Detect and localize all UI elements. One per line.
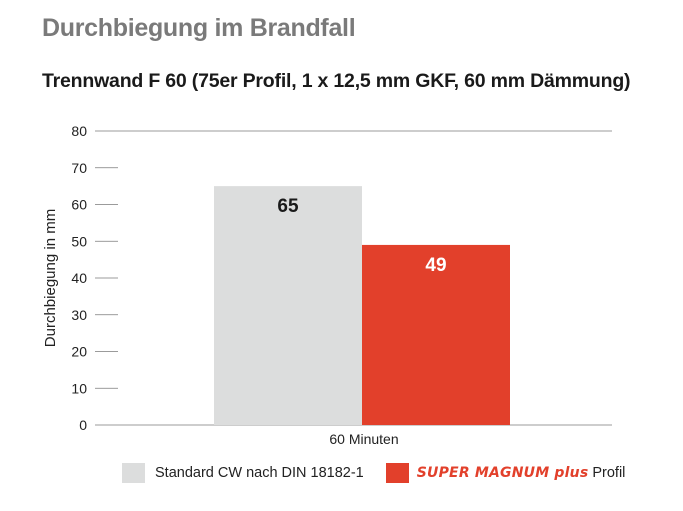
y-tick-label-70: 70 [71,160,87,176]
legend: Standard CW nach DIN 18182-1 SUPER MAGNU… [122,462,647,484]
y-tick-label-80: 80 [71,123,87,139]
legend-item-magnum: SUPER MAGNUM plus Profil [385,463,626,483]
legend-swatch-magnum [385,463,409,483]
y-tick-label-60: 60 [71,197,87,213]
legend-label-magnum: Profil [592,465,626,481]
y-tick-label-40: 40 [71,270,87,286]
chart-subtitle: Trennwand F 60 (75er Profil, 1 x 12,5 mm… [42,70,631,92]
y-tick-label-0: 0 [79,417,87,433]
bar-value-label-magnum: 49 [425,255,446,276]
y-axis-title: Durchbiegung in mm [42,209,59,347]
bars [214,186,510,425]
y-tick-label-10: 10 [71,380,87,396]
y-tick-label-20: 20 [71,344,87,360]
legend-item-standard: Standard CW nach DIN 18182-1 [122,463,364,483]
y-tick-label-30: 30 [71,307,87,323]
chart-title: Durchbiegung im Brandfall [42,14,356,42]
legend-brand-magnum: SUPER MAGNUM plus [416,465,589,481]
bar-value-labels: 65 49 [277,196,446,276]
legend-label-standard: Standard CW nach DIN 18182-1 [155,465,364,481]
bar-chart: 0 10 20 30 40 50 60 70 80 65 49 Durchbiegung in m… [42,123,612,447]
bar-magnum [362,244,510,425]
bar-standard [214,186,362,425]
legend-swatch-standard [122,463,145,483]
x-category-label: 60 Minuten [329,431,398,447]
bar-value-label-standard: 65 [277,196,299,217]
y-tick-label-50: 50 [71,233,87,249]
y-axis-ticks: 0 10 20 30 40 50 60 70 80 [71,123,87,433]
